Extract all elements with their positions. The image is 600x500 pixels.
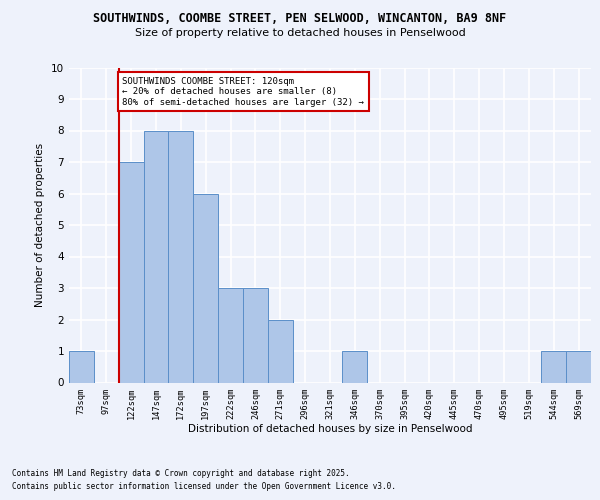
Bar xyxy=(566,351,591,382)
Bar xyxy=(69,351,94,382)
Bar xyxy=(243,288,268,382)
Bar xyxy=(541,351,566,382)
Text: SOUTHWINDS, COOMBE STREET, PEN SELWOOD, WINCANTON, BA9 8NF: SOUTHWINDS, COOMBE STREET, PEN SELWOOD, … xyxy=(94,12,506,26)
Bar xyxy=(169,130,193,382)
Bar xyxy=(143,130,169,382)
Text: Size of property relative to detached houses in Penselwood: Size of property relative to detached ho… xyxy=(134,28,466,38)
Bar xyxy=(218,288,243,382)
Text: Contains HM Land Registry data © Crown copyright and database right 2025.: Contains HM Land Registry data © Crown c… xyxy=(12,468,350,477)
X-axis label: Distribution of detached houses by size in Penselwood: Distribution of detached houses by size … xyxy=(188,424,472,434)
Bar xyxy=(343,351,367,382)
Text: Contains public sector information licensed under the Open Government Licence v3: Contains public sector information licen… xyxy=(12,482,396,491)
Text: SOUTHWINDS COOMBE STREET: 120sqm
← 20% of detached houses are smaller (8)
80% of: SOUTHWINDS COOMBE STREET: 120sqm ← 20% o… xyxy=(122,77,364,107)
Y-axis label: Number of detached properties: Number of detached properties xyxy=(35,143,46,307)
Bar xyxy=(193,194,218,382)
Bar xyxy=(268,320,293,382)
Bar xyxy=(119,162,143,382)
